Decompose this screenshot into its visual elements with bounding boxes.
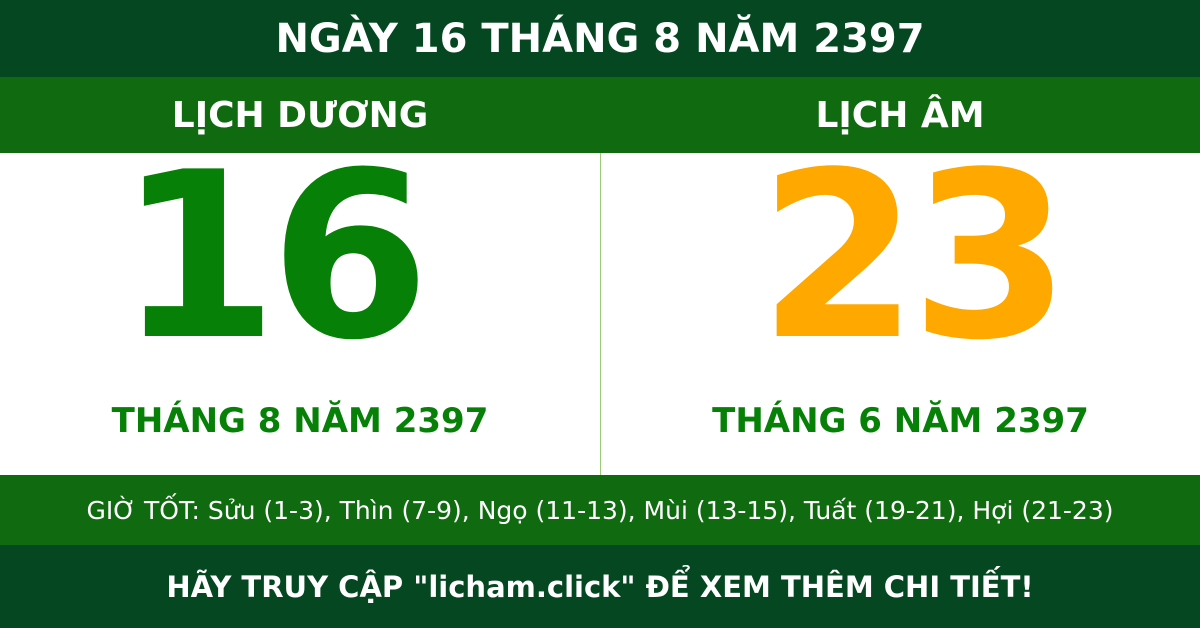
lunar-calendar-label: LỊCH ÂM [815,94,985,136]
solar-calendar-label: LỊCH DƯƠNG [171,94,429,136]
page-title: NGÀY 16 THÁNG 8 NĂM 2397 [0,0,1200,77]
solar-panel: 16 THÁNG 8 NĂM 2397 [0,143,600,475]
solar-month-year: THÁNG 8 NĂM 2397 [111,401,489,441]
lunar-month-year: THÁNG 6 NĂM 2397 [712,401,1089,441]
calendar-headers: LỊCH DƯƠNG LỊCH ÂM [0,77,1200,153]
lunar-panel: 23 THÁNG 6 NĂM 2397 [600,143,1200,475]
lunar-day: 23 [758,124,1070,391]
footer-cta: HÃY TRUY CẬP "licham.click" ĐỂ XEM THÊM … [0,545,1200,628]
solar-day: 16 [117,124,430,391]
good-hours: GIỜ TỐT: Sửu (1-3), Thìn (7-9), Ngọ (11-… [0,475,1200,545]
